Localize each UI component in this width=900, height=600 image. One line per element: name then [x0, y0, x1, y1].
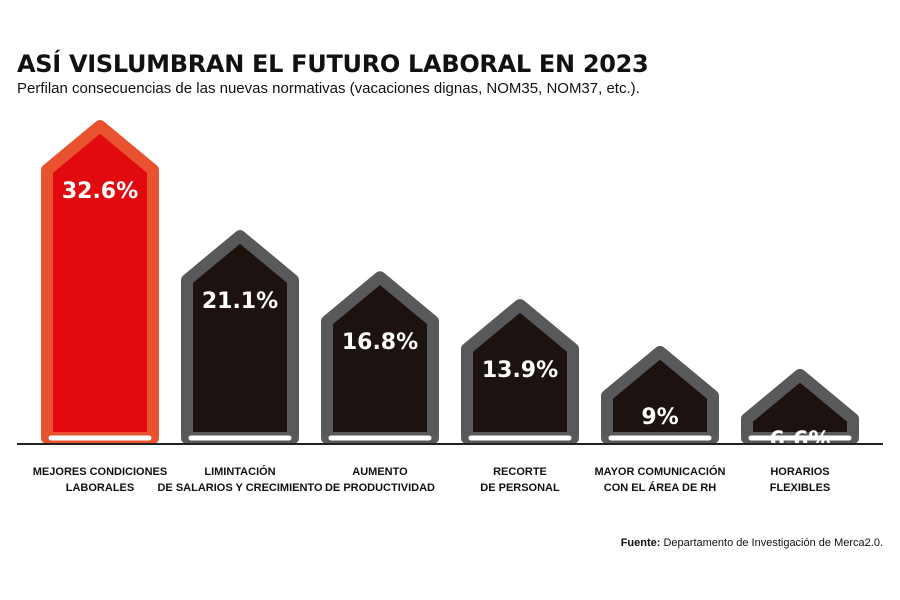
source-label: Fuente: — [620, 537, 661, 549]
category-label: AUMENTO DE PRODUCTIVIDAD — [325, 466, 435, 494]
value-label: 6.6% — [769, 428, 830, 453]
category-label-line: LIMINTACIÓN — [204, 465, 275, 478]
bar-3: 16.8% — [321, 271, 439, 444]
category-label-line: RECORTE — [493, 466, 547, 478]
bar-6: 6.6% — [741, 368, 859, 453]
category-label-line: FLEXIBLES — [770, 482, 831, 494]
chart-title: ASÍ VISLUMBRAN EL FUTURO LABORAL EN 2023 — [17, 50, 649, 78]
bar-2: 21.1% — [181, 230, 299, 444]
bars-layer: 32.6% 21.1% 16.8% 13.9% 9% 6.6% — [41, 120, 859, 453]
bar-5: 9% — [601, 345, 719, 444]
bar-4: 13.9% — [461, 298, 579, 444]
category-label-line: CON EL ÁREA DE RH — [604, 481, 717, 494]
category-label: MAYOR COMUNICACIÓN CON EL ÁREA DE RH — [595, 465, 726, 494]
category-label-line: AUMENTO — [352, 466, 408, 478]
category-label: LIMINTACIÓN DE SALARIOS Y CRECIMIENTO — [157, 465, 322, 494]
value-label: 21.1% — [202, 289, 278, 314]
source-note: Fuente: Departamento de Investigación de… — [621, 537, 883, 549]
category-label: RECORTE DE PERSONAL — [480, 466, 560, 494]
category-label-line: DE PRODUCTIVIDAD — [325, 482, 435, 494]
value-label: 13.9% — [482, 358, 558, 383]
category-label-line: DE PERSONAL — [480, 482, 560, 494]
category-label-line: MEJORES CONDICIONES — [33, 466, 167, 478]
category-label-line: MAYOR COMUNICACIÓN — [595, 465, 726, 478]
value-label: 9% — [641, 405, 678, 430]
category-label-line: HORARIOS — [770, 466, 829, 478]
chart-subtitle: Perfilan consecuencias de las nuevas nor… — [17, 80, 640, 97]
category-label-line: LABORALES — [66, 482, 134, 494]
bar-shape — [181, 230, 299, 444]
category-labels-layer: MEJORES CONDICIONES LABORALES LIMINTACIÓN D… — [33, 465, 830, 494]
category-label-line: DE SALARIOS Y CRECIMIENTO — [157, 482, 322, 494]
category-label: MEJORES CONDICIONES LABORALES — [33, 466, 167, 494]
source-text: Departamento de Investigación de Merca2.… — [660, 537, 883, 549]
bar-shape — [321, 271, 439, 444]
value-label: 32.6% — [62, 179, 138, 204]
category-label: HORARIOS FLEXIBLES — [770, 466, 831, 494]
bar-1: 32.6% — [41, 120, 159, 444]
bar-shape — [41, 120, 159, 444]
value-label: 16.8% — [342, 330, 418, 355]
